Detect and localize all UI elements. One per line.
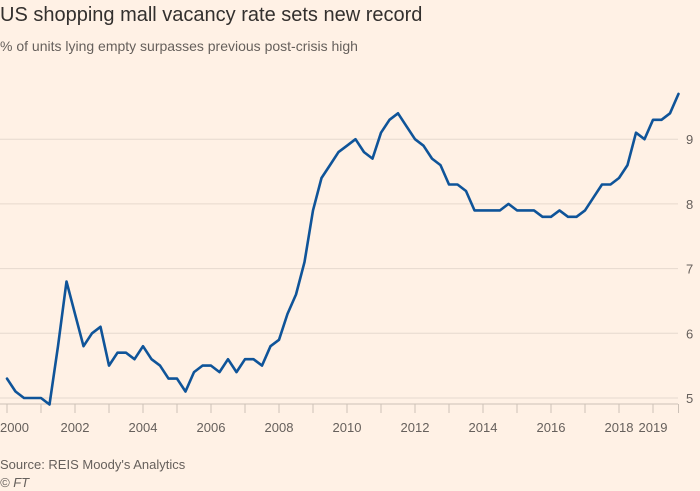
chart-title: US shopping mall vacancy rate sets new r…: [0, 4, 423, 26]
x-tick-label: 2010: [333, 420, 362, 435]
source-note: Source: REIS Moody's Analytics: [0, 457, 186, 472]
x-tick-label: 2002: [61, 420, 90, 435]
x-tick-label: 2006: [197, 420, 226, 435]
x-tick-label: 2012: [401, 420, 430, 435]
vacancy-rate-line: [5, 92, 680, 406]
x-tick-label: 2014: [469, 420, 498, 435]
y-tick-label: 6: [686, 326, 693, 341]
y-tick-label: 5: [686, 391, 693, 406]
ft-credit: © FT: [0, 475, 30, 490]
chart-subtitle: % of units lying empty surpasses previou…: [0, 38, 358, 54]
x-tick-label: 2019: [639, 420, 668, 435]
y-tick-label: 7: [686, 262, 693, 277]
y-tick-label: 9: [686, 132, 693, 147]
x-tick-label: 2008: [265, 420, 294, 435]
x-tick-label: 2004: [129, 420, 158, 435]
x-tick-label: 2000: [0, 420, 29, 435]
x-tick-label: 2016: [537, 420, 566, 435]
x-tick-label: 2018: [605, 420, 634, 435]
y-tick-label: 8: [686, 197, 693, 212]
